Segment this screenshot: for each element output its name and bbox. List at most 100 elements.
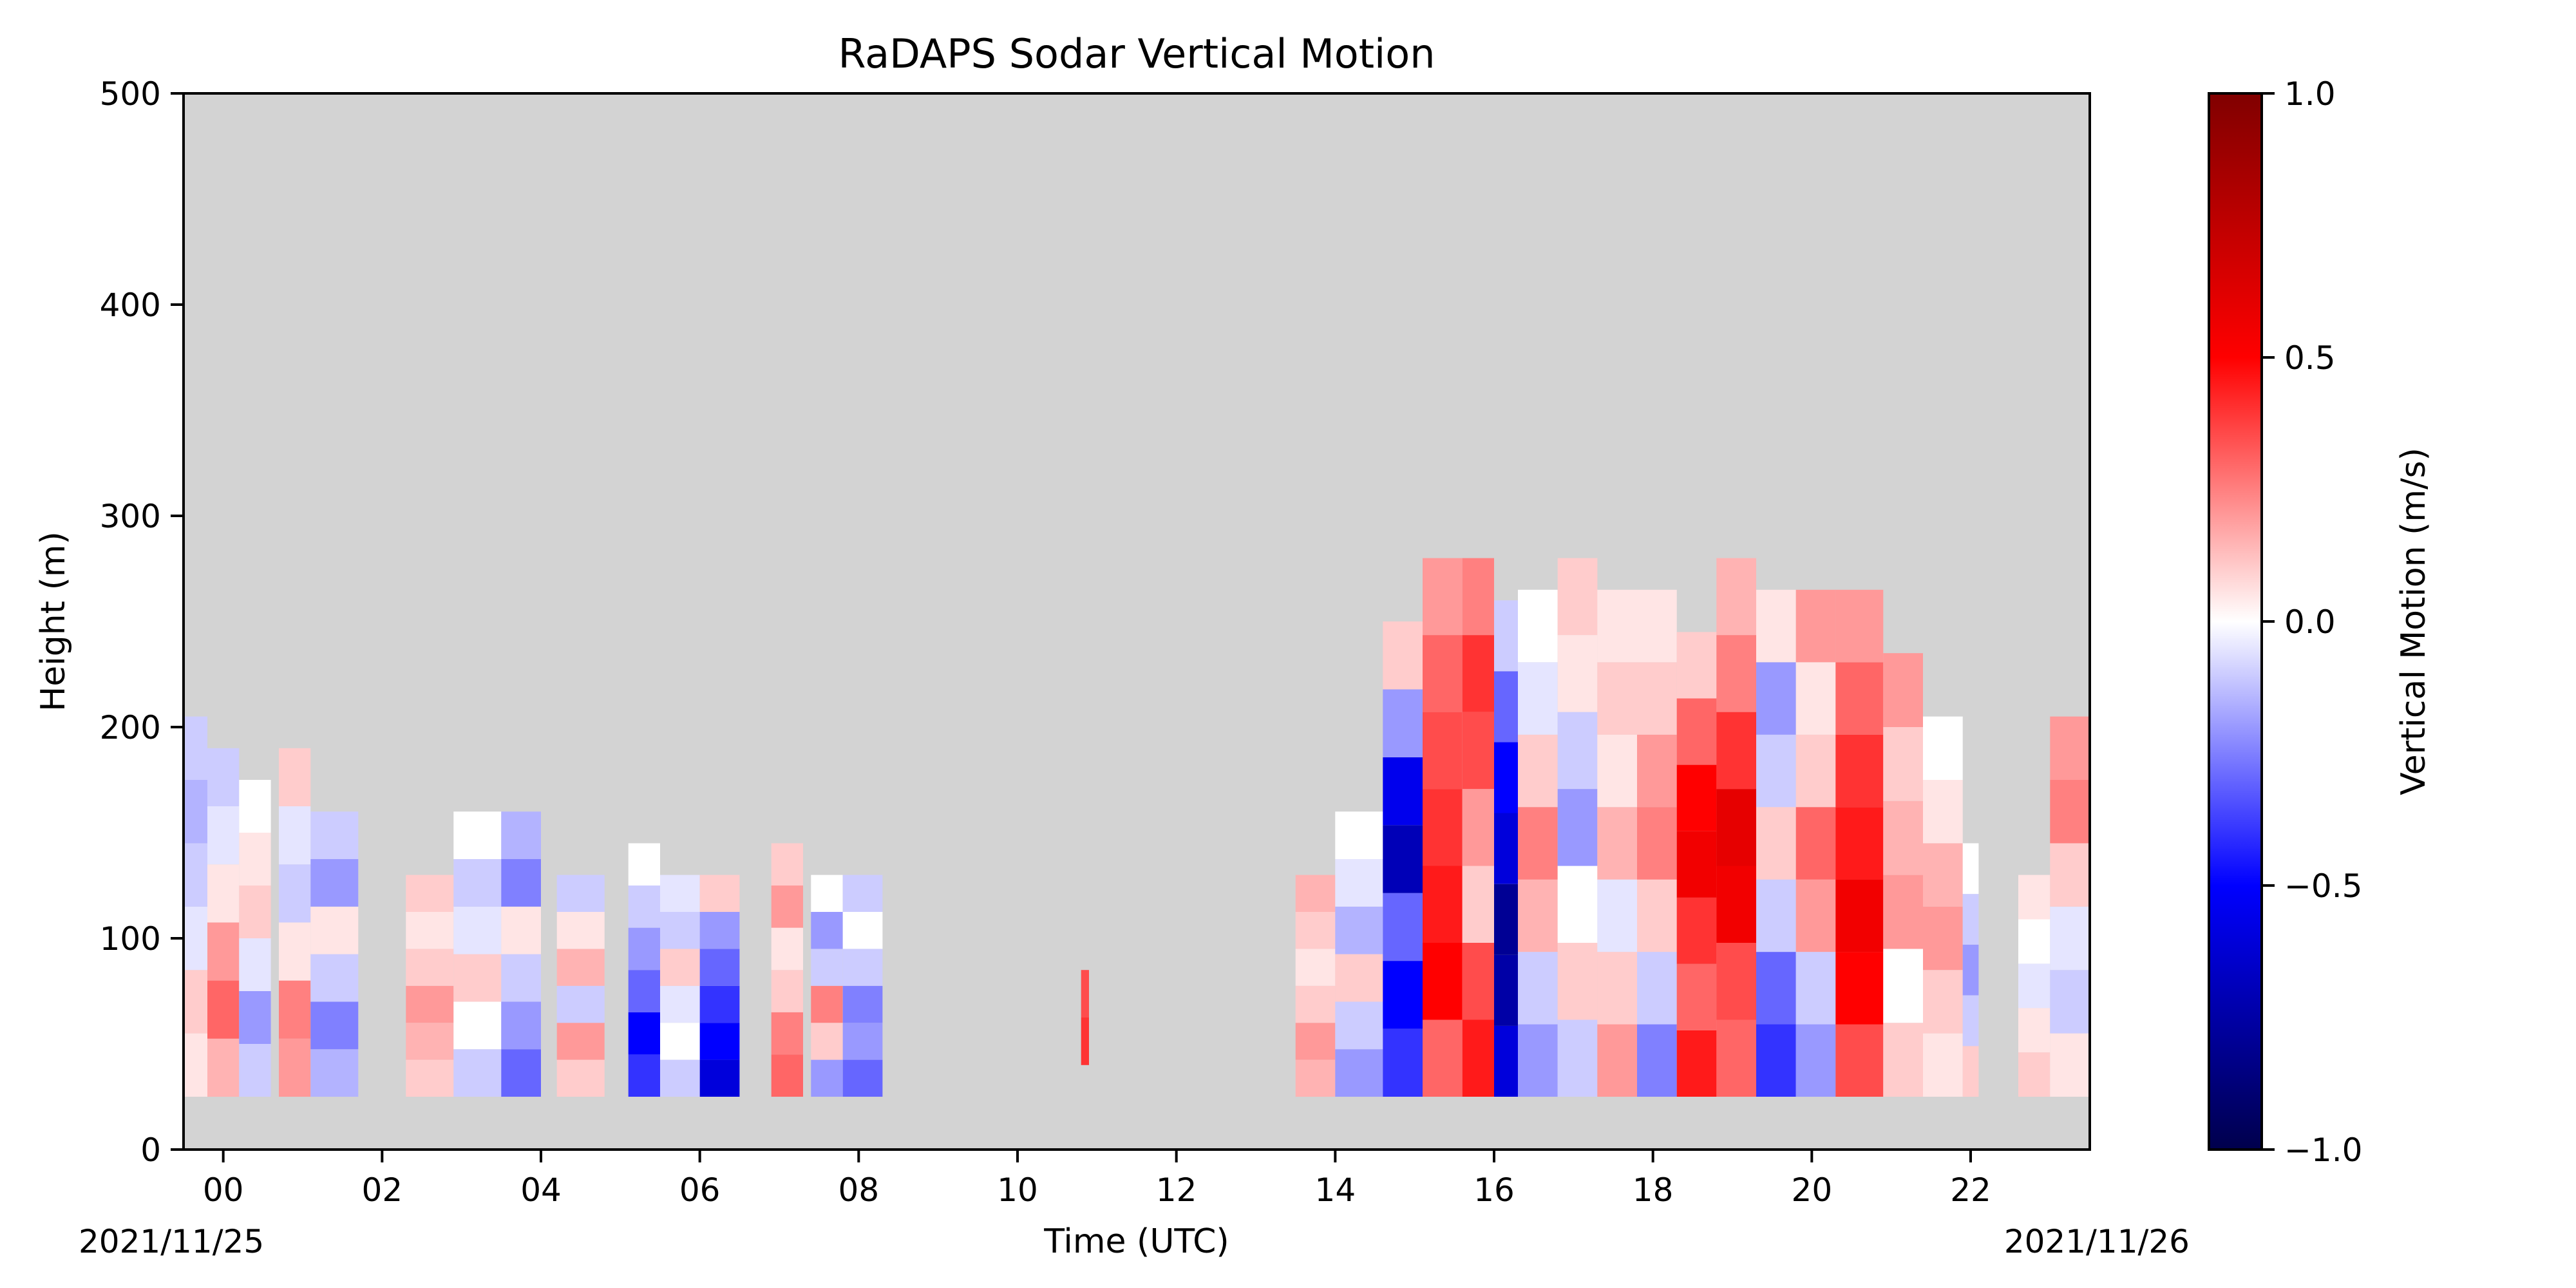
heatmap-cell <box>811 1023 843 1060</box>
heatmap-cell <box>1756 734 1796 808</box>
heatmap-cell <box>2018 1052 2050 1097</box>
heatmap-cell <box>1923 906 1963 971</box>
heatmap-cell <box>1676 897 1717 964</box>
heatmap-cell <box>1295 985 1336 1023</box>
heatmap-cell <box>2018 963 2050 1009</box>
heatmap-cell <box>842 1059 883 1097</box>
heatmap-cell <box>660 1023 700 1060</box>
heatmap-cell <box>1335 906 1383 954</box>
heatmap-cell <box>406 912 454 949</box>
heatmap-cell <box>1883 727 1923 801</box>
heatmap-cell <box>453 954 502 1002</box>
x-axis-label: Time (UTC) <box>1043 1222 1229 1261</box>
heatmap-cell <box>1716 789 1756 866</box>
heatmap-cell <box>1494 884 1518 955</box>
heatmap-cell <box>771 886 803 928</box>
x-tick-label: 02 <box>362 1171 403 1209</box>
x-tick-label: 08 <box>838 1171 880 1209</box>
heatmap-cell <box>207 1038 240 1097</box>
heatmap-cell <box>1462 789 1494 866</box>
heatmap-cell <box>239 780 271 833</box>
heatmap-cell <box>811 1059 843 1097</box>
heatmap-cell <box>1883 800 1923 875</box>
heatmap-cell <box>1676 1030 1717 1097</box>
x-tick-label: 00 <box>203 1171 244 1209</box>
heatmap-cell <box>628 1012 660 1055</box>
heatmap-cell <box>1835 589 1884 663</box>
heatmap-cell <box>1494 813 1518 884</box>
heatmap-cell <box>1295 1023 1336 1060</box>
heatmap-cell <box>1494 954 1518 1026</box>
x-tick-label: 04 <box>520 1171 562 1209</box>
heatmap-cell <box>184 843 207 907</box>
heatmap-cell <box>1637 589 1677 663</box>
heatmap-cell <box>1962 894 1979 945</box>
heatmap-cell <box>771 1054 803 1097</box>
heatmap-cell <box>1518 1024 1558 1097</box>
heatmap-cell <box>310 1001 359 1050</box>
heatmap-cell <box>1383 689 1423 757</box>
heatmap-cell <box>1423 866 1463 943</box>
heatmap-cell <box>699 1023 740 1060</box>
heatmap-cell <box>1383 757 1423 826</box>
y-tick-label: 300 <box>100 498 161 535</box>
heatmap-cell <box>1923 970 1963 1034</box>
heatmap-cell <box>1676 764 1717 831</box>
heatmap-cell <box>1795 1024 1836 1097</box>
heatmap-cell <box>1295 1059 1336 1097</box>
heatmap-cell <box>1637 662 1677 735</box>
heatmap-cell <box>556 875 605 912</box>
heatmap-cell <box>184 970 207 1034</box>
x-tick-label: 10 <box>997 1171 1038 1209</box>
heatmap-cell <box>660 949 700 986</box>
heatmap-cell <box>1557 712 1598 790</box>
heatmap-cell <box>1637 734 1677 808</box>
heatmap-cell <box>1423 789 1463 866</box>
heatmap-cell <box>628 1054 660 1097</box>
heatmap-cell <box>699 912 740 949</box>
colorbar-tick-label: −1.0 <box>2284 1132 2362 1169</box>
heatmap-cell <box>1423 1019 1463 1097</box>
heatmap-cell <box>239 938 271 991</box>
heatmap-cell <box>2050 843 2090 907</box>
heatmap-cell <box>1756 879 1796 952</box>
heatmap-cell <box>207 806 240 865</box>
heatmap-cell <box>406 1059 454 1097</box>
heatmap-cell <box>1335 954 1383 1002</box>
heatmap-cell <box>842 949 883 986</box>
heatmap-cell <box>207 748 240 806</box>
heatmap-cell <box>1756 807 1796 880</box>
x-tick-label: 16 <box>1473 1171 1515 1209</box>
y-tick-label: 200 <box>100 709 161 746</box>
heatmap-cells <box>184 558 2090 1097</box>
heatmap-cell <box>556 1059 605 1097</box>
heatmap-cell <box>406 1023 454 1060</box>
heatmap-cell <box>1081 970 1089 1018</box>
heatmap-cell <box>1795 734 1836 808</box>
heatmap-cell <box>279 806 311 865</box>
heatmap-cell <box>239 991 271 1044</box>
heatmap-cell <box>1716 866 1756 943</box>
heatmap-cell <box>660 1059 700 1097</box>
heatmap-cell <box>1835 879 1884 952</box>
heatmap-cell <box>1835 952 1884 1025</box>
heatmap-cell <box>1518 662 1558 735</box>
heatmap-cell <box>1756 662 1796 735</box>
heatmap-cell <box>699 875 740 912</box>
heatmap-cell <box>842 1023 883 1060</box>
heatmap-cell <box>1383 893 1423 961</box>
heatmap-cell <box>501 859 541 907</box>
heatmap-cell <box>628 843 660 886</box>
heatmap-cell <box>1383 621 1423 690</box>
heatmap-cell <box>1716 1019 1756 1097</box>
heatmap-cell <box>1518 807 1558 880</box>
heatmap-cell <box>1756 589 1796 663</box>
heatmap-cell <box>184 716 207 780</box>
heatmap-cell <box>660 985 700 1023</box>
heatmap-cell <box>1557 1019 1598 1097</box>
heatmap-cell <box>1676 632 1717 699</box>
heatmap-cell <box>1835 662 1884 735</box>
x-tick-label: 12 <box>1156 1171 1197 1209</box>
heatmap-cell <box>501 1001 541 1050</box>
heatmap-cell <box>310 906 359 954</box>
